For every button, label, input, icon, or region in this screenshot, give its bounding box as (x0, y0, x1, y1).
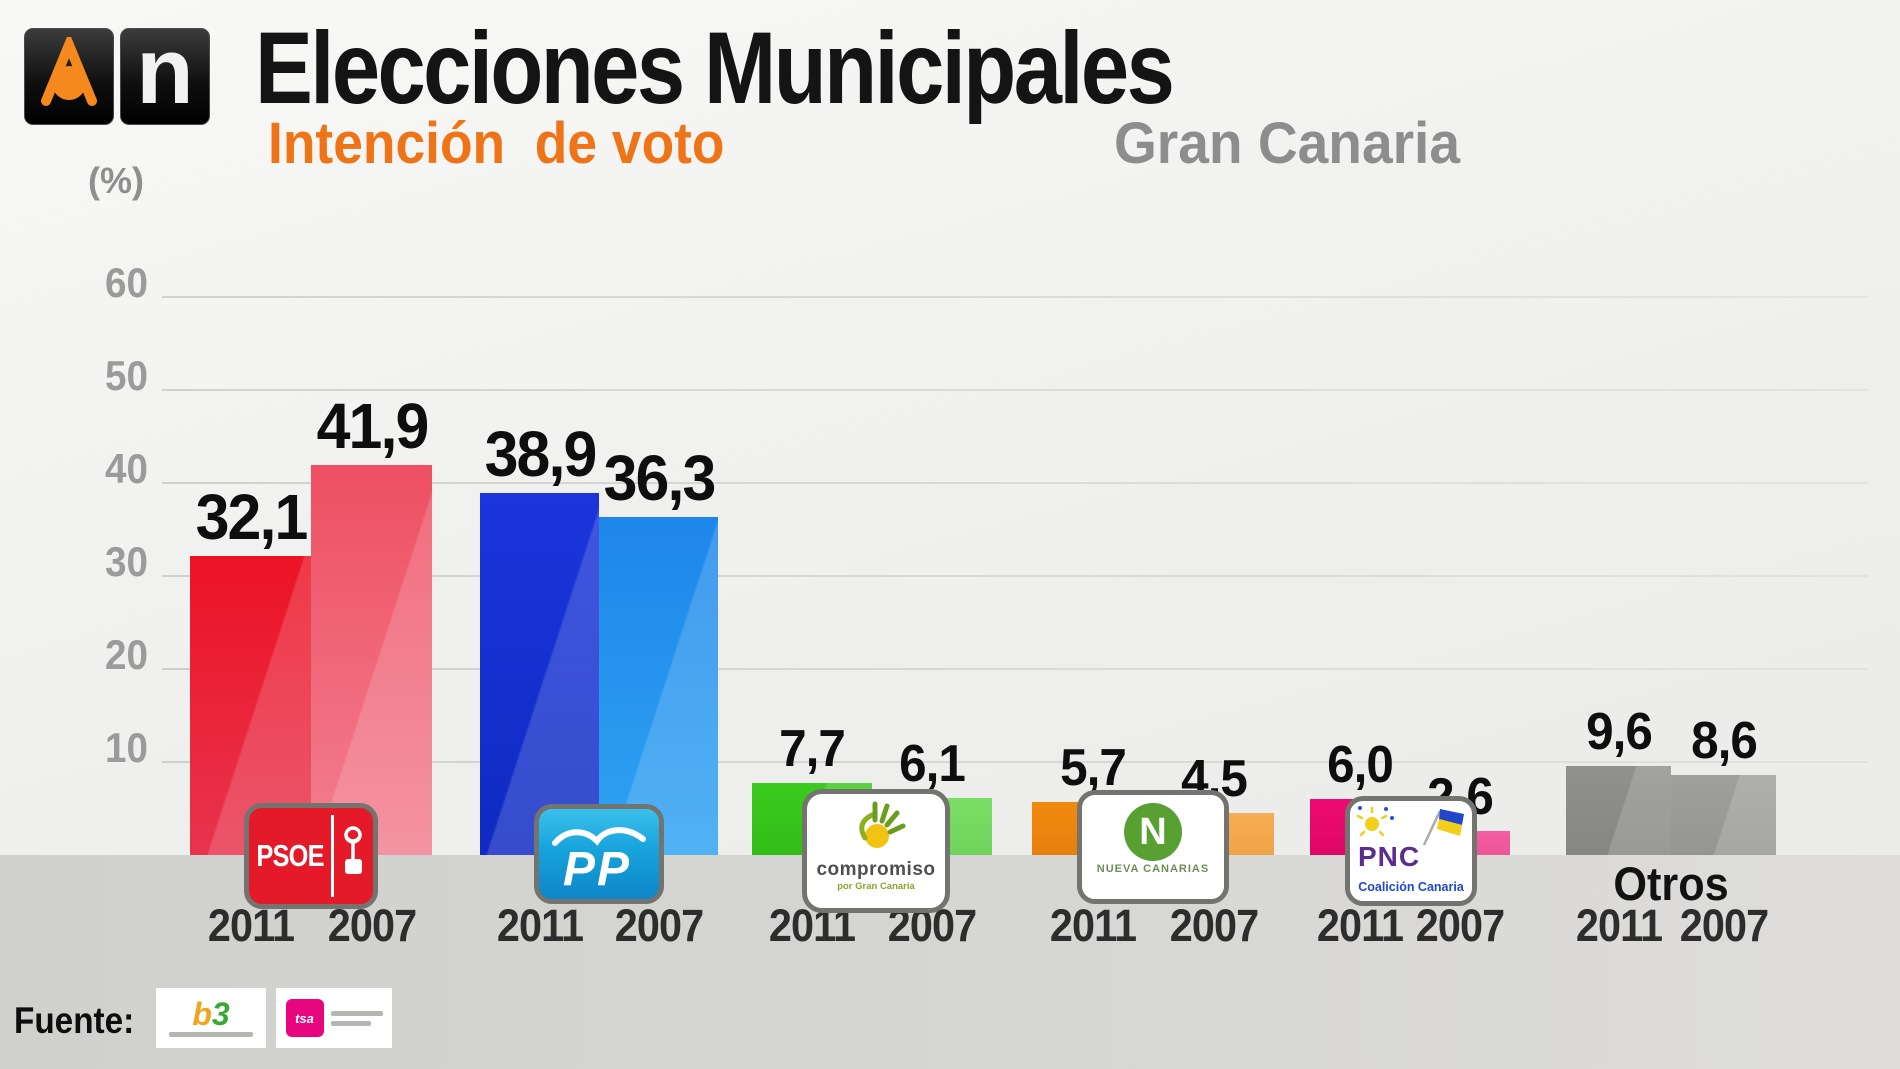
source-b3-logo: b3 (156, 988, 266, 1048)
value-label-compromiso-2011: 7,7 (779, 720, 846, 778)
pnc-cc-logo: PNC Coalición Canaria (1345, 796, 1477, 906)
pnc-logo-text: PNC (1358, 841, 1421, 872)
tsa-logo-mark: tsa (285, 999, 324, 1037)
b3-logo-b: b (192, 996, 212, 1032)
year-label-nueva-canarias-2011: 2011 (1049, 900, 1137, 951)
source-label: Fuente: (14, 1000, 135, 1041)
psoe-logo: PSOE (244, 803, 378, 909)
psoe-fist-rose-icon (337, 823, 371, 890)
nueva-canarias-n-icon: N (1124, 803, 1182, 861)
value-label-nueva-canarias-2011: 5,7 (1060, 739, 1127, 797)
value-label-pp-2007: 36,3 (603, 442, 717, 514)
ytick-60: 60 (105, 259, 148, 306)
nueva-canarias-logo-text: Nueva Canarias (1096, 863, 1210, 875)
canarian-flag-icon (1416, 805, 1468, 852)
antena3-a-icon (36, 31, 102, 116)
value-label-pnc-2011: 6,0 (1327, 736, 1394, 794)
year-label-nueva-canarias-2007: 2007 (1169, 900, 1259, 951)
pnc-logo-subtext: Coalición Canaria (1358, 880, 1464, 894)
compromiso-logo: compromiso por Gran Canaria (802, 789, 950, 913)
otros-category-label: Otros (1613, 857, 1729, 910)
value-label-pp-2011: 38,9 (484, 418, 598, 490)
bar-pp-2007 (599, 517, 718, 855)
axis-unit-label: (%) (88, 160, 144, 201)
value-label-otros-2011: 9,6 (1586, 703, 1653, 761)
year-label-pp-2007: 2007 (614, 900, 704, 951)
page-title: Elecciones Municipales (255, 11, 1175, 125)
year-label-otros-2011: 2011 (1575, 900, 1663, 951)
gridline-10 (162, 761, 1868, 763)
year-label-pp-2011: 2011 (496, 900, 584, 951)
value-label-otros-2007: 8,6 (1691, 712, 1758, 770)
b3-logo-smalltext (169, 1032, 253, 1037)
compromiso-logo-subtext: por Gran Canaria (837, 881, 915, 892)
chart-subtitle: Intención de voto (268, 111, 725, 176)
bar-psoe-2007 (311, 465, 432, 855)
gridline-40 (162, 482, 1868, 484)
gridline-30 (162, 575, 1868, 577)
compromiso-hand-icon (839, 801, 913, 860)
region-label: Gran Canaria (1113, 111, 1460, 176)
tsa-logo-smalltext (330, 1010, 383, 1026)
pnc-sun-icon (1356, 804, 1396, 847)
antena3-logo (24, 28, 114, 125)
b3-logo-3: 3 (211, 996, 230, 1032)
neox-n-logo: n (120, 17, 210, 125)
value-label-compromiso-2007: 6,1 (899, 735, 966, 793)
pp-logo-text: PP (563, 843, 631, 896)
gridline-60 (162, 296, 1868, 298)
psoe-logo-divider (331, 815, 335, 897)
source-tsa-logo: tsa (276, 988, 392, 1048)
value-label-psoe-2007: 41,9 (316, 390, 430, 462)
year-label-otros-2007: 2007 (1679, 900, 1769, 951)
ytick-50: 50 (105, 352, 148, 399)
pp-logo: PP (534, 804, 664, 904)
ytick-40: 40 (105, 445, 148, 492)
bar-pp-2011 (480, 493, 599, 855)
ytick-10: 10 (105, 724, 148, 771)
psoe-logo-text: PSOE (256, 838, 324, 873)
bar-otros-2007 (1671, 775, 1776, 855)
nueva-canarias-logo: N Nueva Canarias (1077, 790, 1229, 904)
ytick-20: 20 (105, 631, 148, 678)
n-letter: n (136, 17, 194, 123)
year-label-pnc-2007: 2007 (1415, 900, 1505, 951)
ytick-30: 30 (105, 538, 148, 585)
compromiso-logo-text: compromiso (816, 859, 936, 880)
gridline-50 (162, 389, 1868, 391)
bar-otros-2011 (1566, 766, 1671, 855)
value-label-psoe-2011: 32,1 (195, 481, 309, 553)
gridline-20 (162, 668, 1868, 670)
year-label-pnc-2011: 2011 (1316, 900, 1404, 951)
